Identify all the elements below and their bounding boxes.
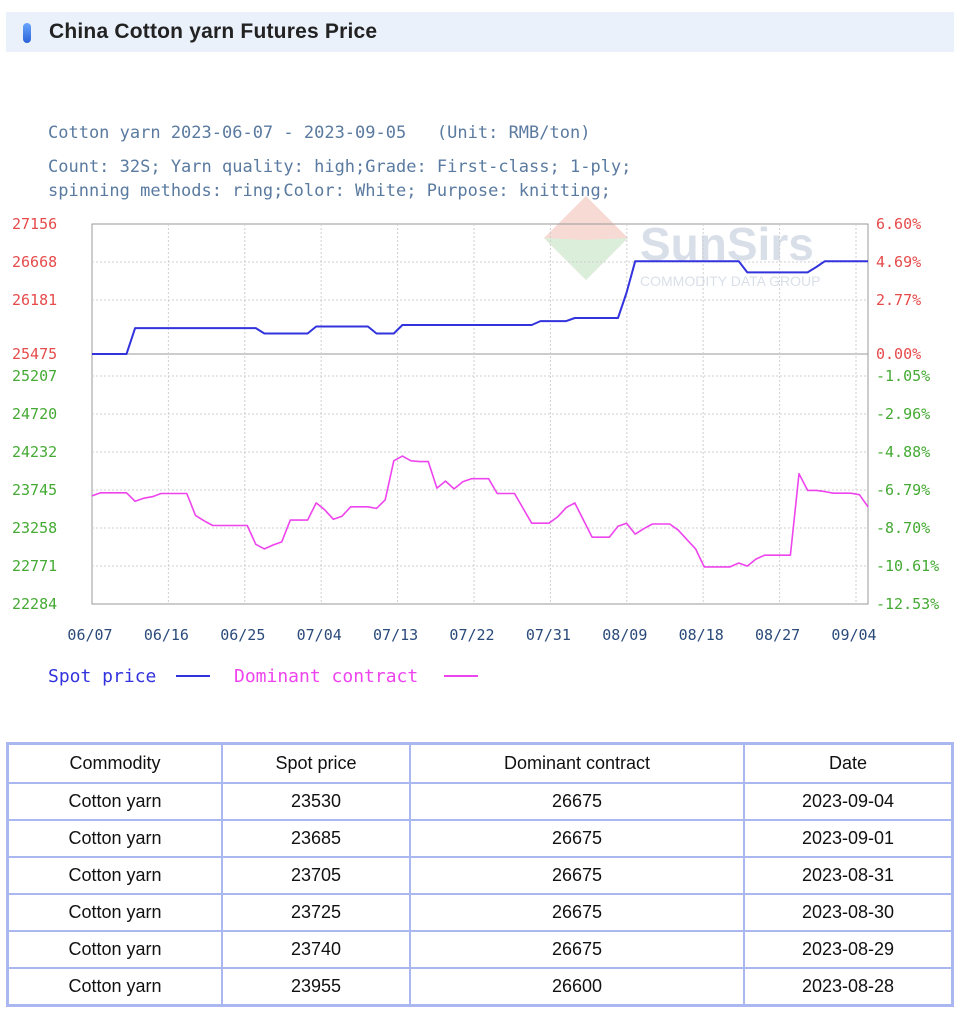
x-tick-label: 09/04 bbox=[831, 626, 876, 644]
legend: Spot price Dominant contract bbox=[48, 666, 478, 687]
x-tick-label: 08/09 bbox=[602, 626, 647, 644]
series-spot-price-line bbox=[92, 260, 868, 355]
y-left-tick-lower: 22284 bbox=[12, 595, 57, 613]
x-tick-label: 07/22 bbox=[449, 626, 494, 644]
y-right-tick-lower: -2.96% bbox=[876, 405, 930, 423]
x-tick-label: 06/16 bbox=[144, 626, 189, 644]
cell-date: 2023-09-01 bbox=[744, 820, 952, 857]
cell-spot-price: 23740 bbox=[222, 931, 410, 968]
table-row: Cotton yarn 23725 26675 2023-08-30 bbox=[8, 894, 952, 931]
table-row: Cotton yarn 23685 26675 2023-09-01 bbox=[8, 820, 952, 857]
col-spot-price: Spot price bbox=[222, 744, 410, 783]
cell-spot-price: 23530 bbox=[222, 783, 410, 820]
cell-spot-price: 23955 bbox=[222, 968, 410, 1005]
cell-dominant-contract: 26675 bbox=[410, 857, 744, 894]
table-row: Cotton yarn 23740 26675 2023-08-29 bbox=[8, 931, 952, 968]
price-table: Commodity Spot price Dominant contract D… bbox=[6, 742, 954, 1007]
y-left-tick-upper: 26668 bbox=[12, 253, 57, 271]
header-marker-icon bbox=[23, 23, 31, 43]
cell-spot-price: 23725 bbox=[222, 894, 410, 931]
legend-dominant-contract: Dominant contract bbox=[234, 666, 418, 687]
watermark-brand: SunSirs bbox=[640, 218, 814, 270]
cell-commodity: Cotton yarn bbox=[8, 931, 222, 968]
cell-date: 2023-09-04 bbox=[744, 783, 952, 820]
cell-dominant-contract: 26600 bbox=[410, 968, 744, 1005]
y-left-tick-lower: 22771 bbox=[12, 557, 57, 575]
col-date: Date bbox=[744, 744, 952, 783]
y-right-tick-lower: -12.53% bbox=[876, 595, 939, 613]
x-tick-label: 06/25 bbox=[220, 626, 265, 644]
cell-dominant-contract: 26675 bbox=[410, 931, 744, 968]
cell-commodity: Cotton yarn bbox=[8, 783, 222, 820]
chart-info-line3: spinning methods: ring;Color: White; Pur… bbox=[48, 181, 611, 201]
page-title: China Cotton yarn Futures Price bbox=[49, 20, 378, 43]
watermark-subtitle: COMMODITY DATA GROUP bbox=[640, 273, 820, 289]
cell-dominant-contract: 26675 bbox=[410, 820, 744, 857]
y-left-tick-lower: 24720 bbox=[12, 405, 57, 423]
col-commodity: Commodity bbox=[8, 744, 222, 783]
y-right-tick-lower: -1.05% bbox=[876, 367, 930, 385]
page-header: China Cotton yarn Futures Price bbox=[6, 12, 954, 52]
x-tick-label: 06/07 bbox=[67, 626, 112, 644]
y-left-tick-lower: 23745 bbox=[12, 481, 57, 499]
watermark-logo-icon bbox=[544, 196, 628, 280]
col-dominant-contract: Dominant contract bbox=[410, 744, 744, 783]
x-tick-label: 07/31 bbox=[526, 626, 571, 644]
y-right-tick-lower: -8.70% bbox=[876, 519, 930, 537]
cell-date: 2023-08-31 bbox=[744, 857, 952, 894]
cell-spot-price: 23705 bbox=[222, 857, 410, 894]
y-right-tick-lower: -4.88% bbox=[876, 443, 930, 461]
table-row: Cotton yarn 23955 26600 2023-08-28 bbox=[8, 968, 952, 1005]
table-header-row: Commodity Spot price Dominant contract D… bbox=[8, 744, 952, 783]
y-left-tick-upper: 25475 bbox=[12, 345, 57, 363]
price-chart: SunSirs COMMODITY DATA GROUP Cotton yarn… bbox=[12, 123, 939, 687]
y-right-tick-upper: 4.69% bbox=[876, 253, 921, 271]
y-right-tick-lower: -6.79% bbox=[876, 481, 930, 499]
table-row: Cotton yarn 23705 26675 2023-08-31 bbox=[8, 857, 952, 894]
y-left-tick-lower: 25207 bbox=[12, 367, 57, 385]
y-right-tick-upper: 0.00% bbox=[876, 345, 921, 363]
legend-spot-price: Spot price bbox=[48, 666, 156, 687]
cell-dominant-contract: 26675 bbox=[410, 894, 744, 931]
table-row: Cotton yarn 23530 26675 2023-09-04 bbox=[8, 783, 952, 820]
series-dominant-contract-line bbox=[91, 455, 869, 568]
cell-dominant-contract: 26675 bbox=[410, 783, 744, 820]
x-axis-ticks: 06/07 06/16 06/25 07/04 07/13 07/22 07/31 08/09… bbox=[67, 626, 876, 644]
sunsirs-watermark: SunSirs COMMODITY DATA GROUP bbox=[544, 196, 820, 289]
cell-date: 2023-08-30 bbox=[744, 894, 952, 931]
cell-commodity: Cotton yarn bbox=[8, 820, 222, 857]
x-tick-label: 07/04 bbox=[297, 626, 342, 644]
y-right-tick-upper: 2.77% bbox=[876, 291, 921, 309]
chart-info-line1: Cotton yarn 2023-06-07 - 2023-09-05 (Uni… bbox=[48, 123, 590, 143]
x-tick-label: 08/18 bbox=[679, 626, 724, 644]
y-left-tick-lower: 23258 bbox=[12, 519, 57, 537]
cell-spot-price: 23685 bbox=[222, 820, 410, 857]
y-left-tick-lower: 24232 bbox=[12, 443, 57, 461]
x-tick-label: 08/27 bbox=[755, 626, 800, 644]
y-right-tick-lower: -10.61% bbox=[876, 557, 939, 575]
chart-series bbox=[91, 260, 869, 568]
y-left-tick-upper: 26181 bbox=[12, 291, 57, 309]
chart-info-line2: Count: 32S; Yarn quality: high;Grade: Fi… bbox=[48, 157, 631, 177]
cell-commodity: Cotton yarn bbox=[8, 894, 222, 931]
cell-commodity: Cotton yarn bbox=[8, 968, 222, 1005]
y-axis-ticks: 27156 26668 26181 25475 6.60% 4.69% 2.77% 0.00%… bbox=[12, 215, 939, 613]
cell-date: 2023-08-28 bbox=[744, 968, 952, 1005]
cell-commodity: Cotton yarn bbox=[8, 857, 222, 894]
chart-grid bbox=[92, 224, 868, 604]
y-left-tick-upper: 27156 bbox=[12, 215, 57, 233]
x-tick-label: 07/13 bbox=[373, 626, 418, 644]
y-right-tick-upper: 6.60% bbox=[876, 215, 921, 233]
cell-date: 2023-08-29 bbox=[744, 931, 952, 968]
